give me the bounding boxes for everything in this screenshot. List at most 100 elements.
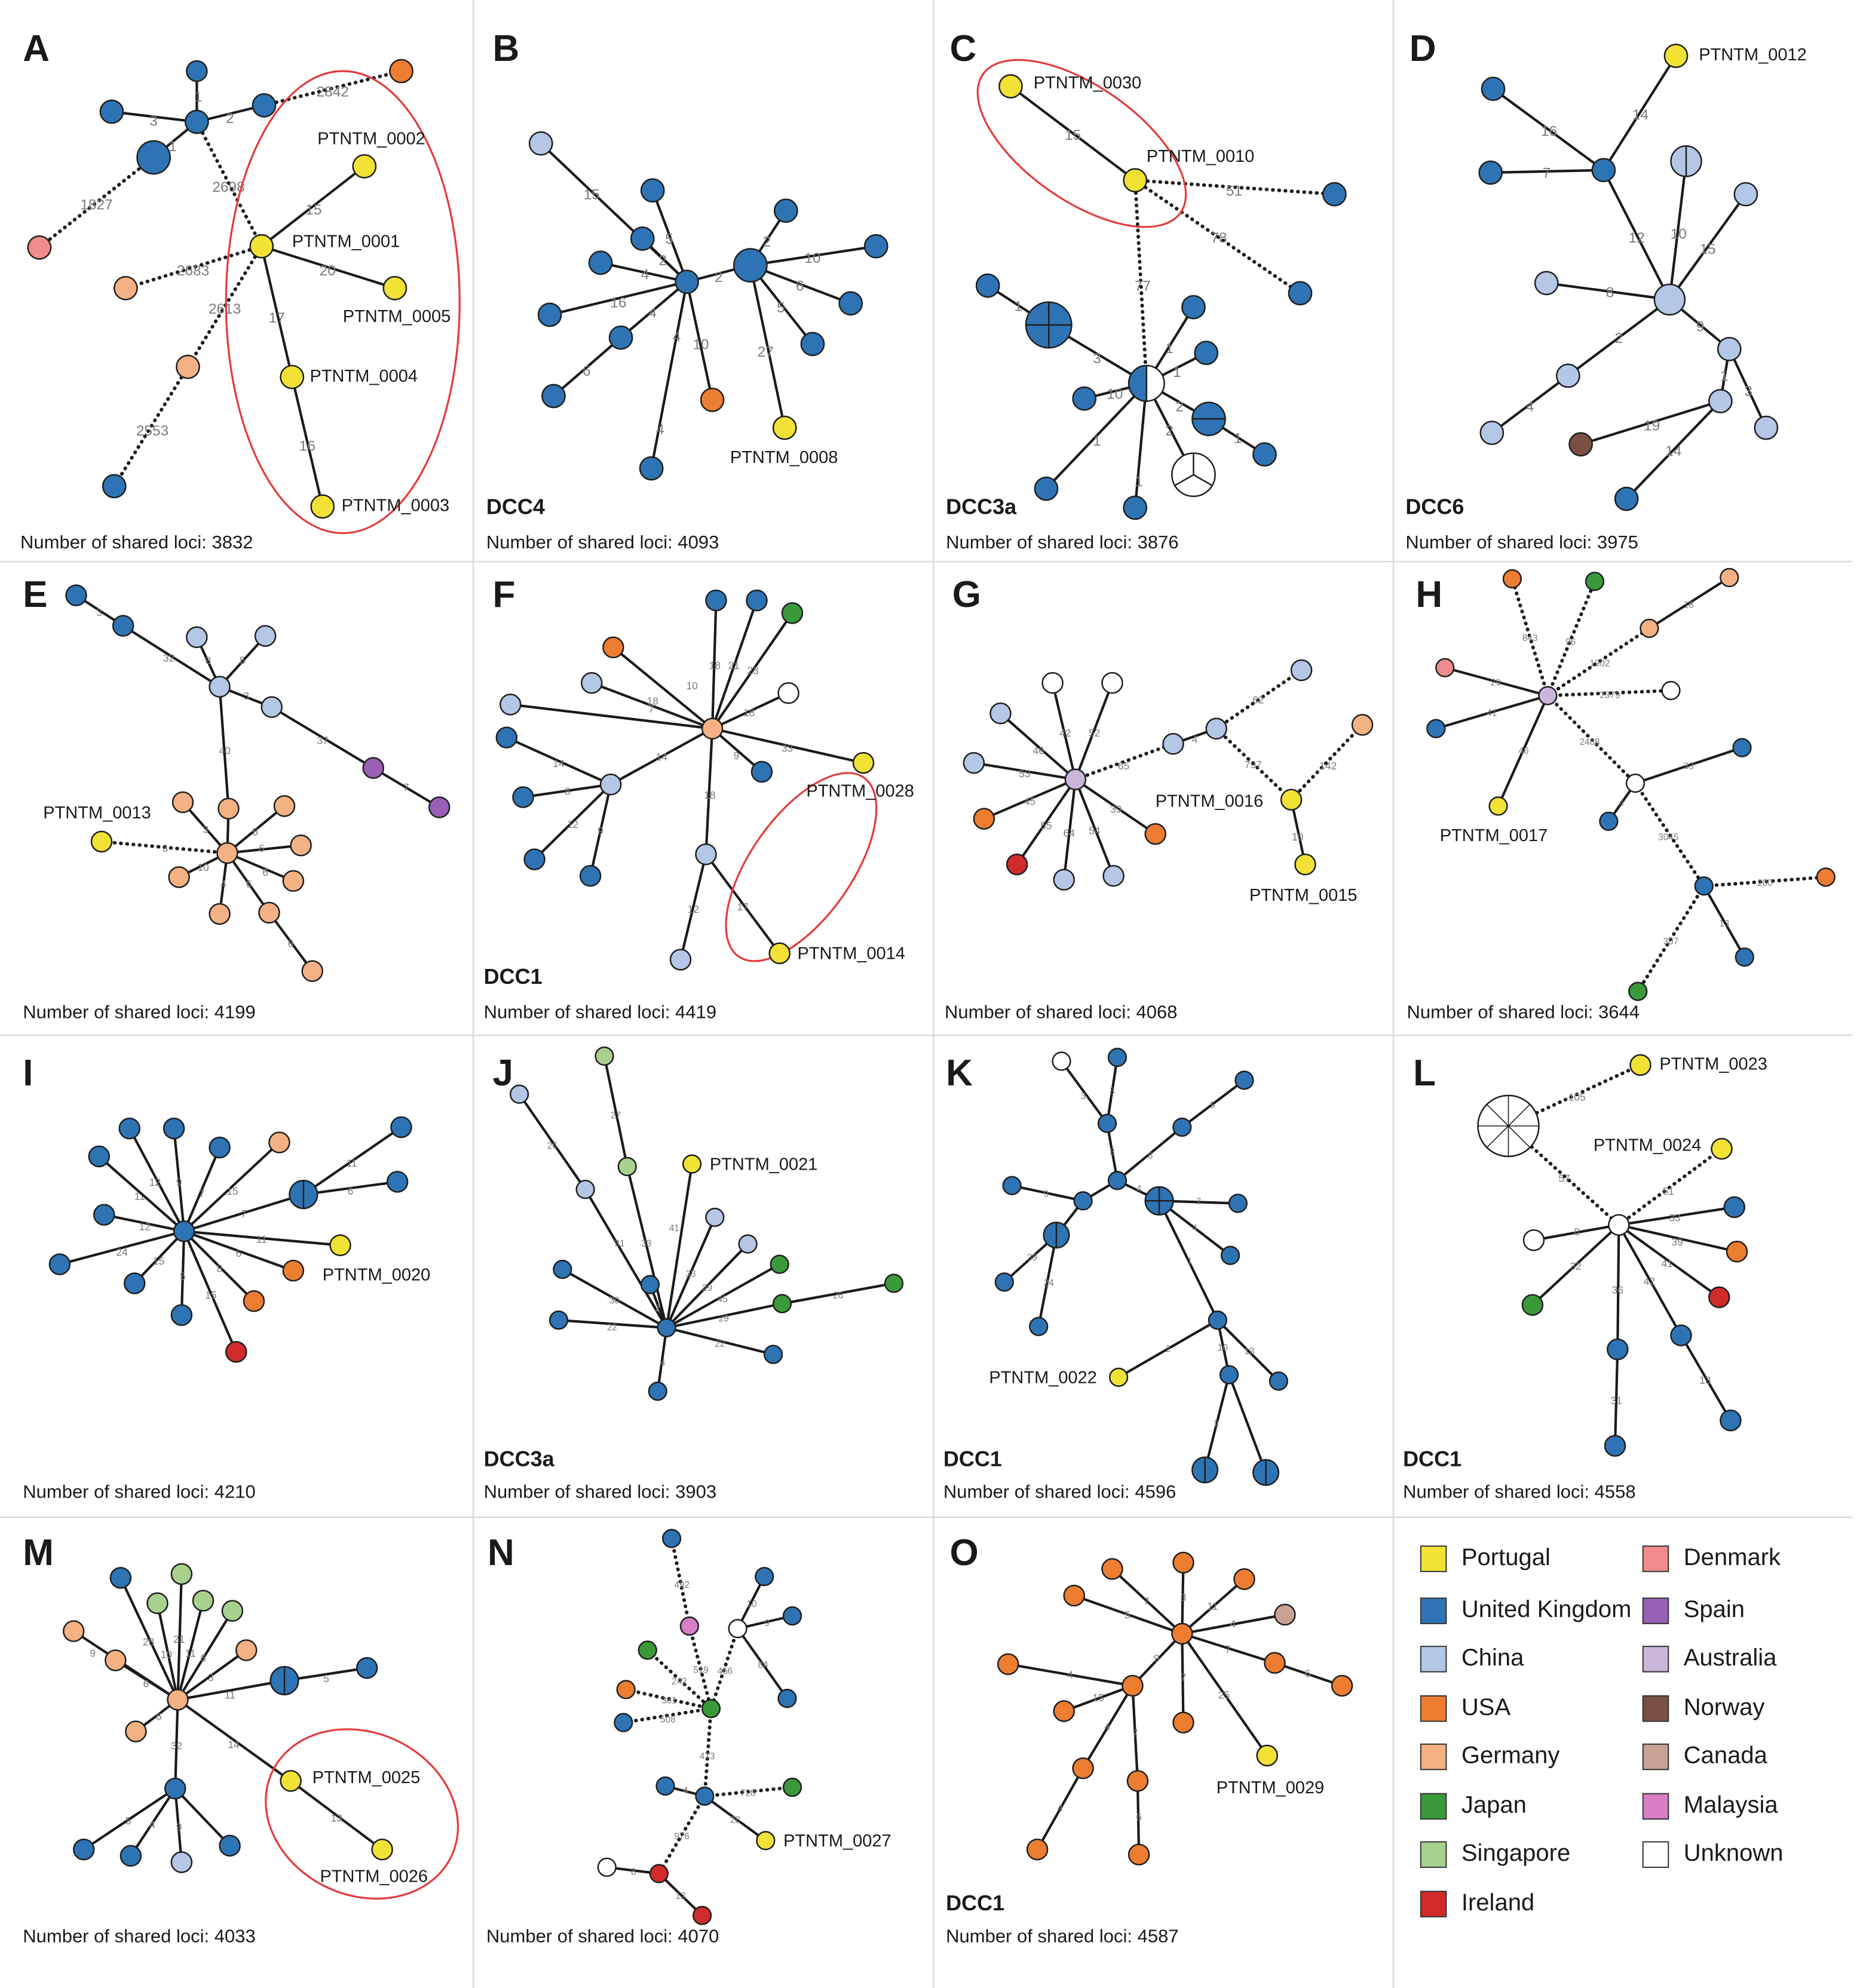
legend-swatch [1642,1597,1669,1624]
edge-label: 2683 [177,263,209,279]
legend-label: Australia [1684,1645,1777,1671]
node-china [705,1207,725,1227]
node-portugal [371,1838,393,1861]
edge-a-f [590,682,714,730]
node-united-kingdom [1723,1196,1745,1219]
edge-a-j [103,1213,186,1233]
edge-label: 5 [665,231,673,247]
node-portugal [1711,1137,1733,1160]
edge-b-c [1133,178,1337,197]
dcc-label: DCC4 [486,495,545,519]
edge-h-i [552,336,623,398]
edge-label: 37 [317,735,328,747]
node-singapore [146,1592,168,1615]
dcc-label: DCC3a [946,495,1017,519]
edge-label: 10 [693,336,709,352]
edge-label: 6 [1148,1151,1153,1161]
node-portugal [1109,1367,1129,1387]
node-united-kingdom [1181,294,1206,320]
node-usa [1072,1757,1094,1780]
edge-l-a [561,1268,668,1329]
edge-g-e [1668,159,1688,301]
edge-label: 39 [1671,1236,1683,1248]
edge-a-e [1181,1578,1246,1635]
edge-label: 9 [764,1618,770,1628]
edge-label: 2 [226,111,234,127]
edge-label: 10 [686,680,697,692]
edge-label: 6 [1305,1667,1311,1679]
edge-label: 3 [162,842,168,854]
node-china [500,694,522,716]
isolate-label: PTNTM_0027 [783,1831,891,1851]
panel-b: 155241646104422106527PTNTM_0008BDCC4Numb… [486,28,888,553]
node-united-kingdom [579,865,602,887]
edge-label: 6 [288,938,294,950]
edge-label: 15 [1065,127,1081,143]
edge-b-g [1602,168,1671,301]
edge-a-f [176,1609,234,1701]
shared-loci-footer: Number of shared loci: 4070 [486,1925,719,1946]
edge-h-n [186,244,263,369]
edge-label: 142 [1319,760,1337,772]
edge-label: 33 [641,1239,651,1249]
edge-a-e [972,762,1077,781]
node-united-kingdom [639,456,664,481]
edge-a-q [183,1230,238,1354]
node-united-kingdom [1029,1317,1049,1336]
isolate-label: PTNTM_0003 [342,496,450,516]
edge-label: 4 [1619,798,1624,808]
panel-label: L [1413,1053,1436,1094]
edge-label: 6 [262,867,268,879]
isolate-label: PTNTM_0001 [292,232,400,251]
dcc-label: DCC1 [946,1891,1004,1915]
edge-label: 21 [173,1633,185,1645]
node-germany [176,354,200,379]
node-united-kingdom [1221,1245,1240,1265]
node-portugal [382,276,407,300]
node-portugal [310,494,335,519]
node-portugal [1294,853,1316,876]
edge-label: 6 [236,1247,242,1259]
node-united-kingdom [655,1776,675,1796]
edge-label: 64 [1064,827,1075,839]
node-usa [602,636,624,658]
edge-label: 16 [299,438,315,454]
panel-k: 3 3 3 6 5 4 7 4 9 39 24 1 2 10 13 2 PTNTM_0022 K DCC1 Numbe… [943,1048,1288,1502]
edge-label: 10 [804,250,820,266]
node-united-kingdom [356,1657,378,1679]
legend-swatch [1642,1646,1669,1673]
node-united-kingdom [1322,182,1347,207]
edge-j-k [1680,1334,1732,1422]
edge-label: 2 [655,1303,660,1314]
edge-label: 36 [1612,1284,1623,1296]
edge-a-b [1051,682,1077,781]
edge-label: 4 [220,878,226,890]
edge-g-i [1062,1684,1134,1713]
isolate-label: PTNTM_0030 [1034,73,1142,93]
node-germany [268,1131,290,1153]
edge-label: 15 [584,187,600,203]
edge-g-a [665,1216,716,1329]
edge-b-d [1133,178,1302,295]
node-china [738,1234,758,1254]
edge-label: 7 [1181,1671,1187,1683]
edge-label: 24 [116,1246,128,1258]
node-portugal [1663,44,1689,68]
isolate-label: PTNTM_0029 [1217,1778,1325,1797]
node-china [963,751,985,774]
edge-label: 797 [1245,759,1262,771]
node-china [695,843,717,866]
node-china [1205,717,1227,740]
node-usa [997,1653,1019,1676]
panel-label: H [1415,574,1442,615]
legend-swatch [1642,1695,1669,1722]
node-unknown [1522,1229,1545,1251]
edge-label: 6 [259,842,265,854]
edge-label: 41 [669,1223,679,1234]
node-united-kingdom [124,1272,146,1294]
edge-d-i [1531,1223,1620,1306]
edge-label: 7 [1132,1727,1138,1739]
panel-label: E [23,574,47,615]
isolate-label: PTNTM_0028 [806,782,914,801]
edge-j-m [1634,781,1706,888]
